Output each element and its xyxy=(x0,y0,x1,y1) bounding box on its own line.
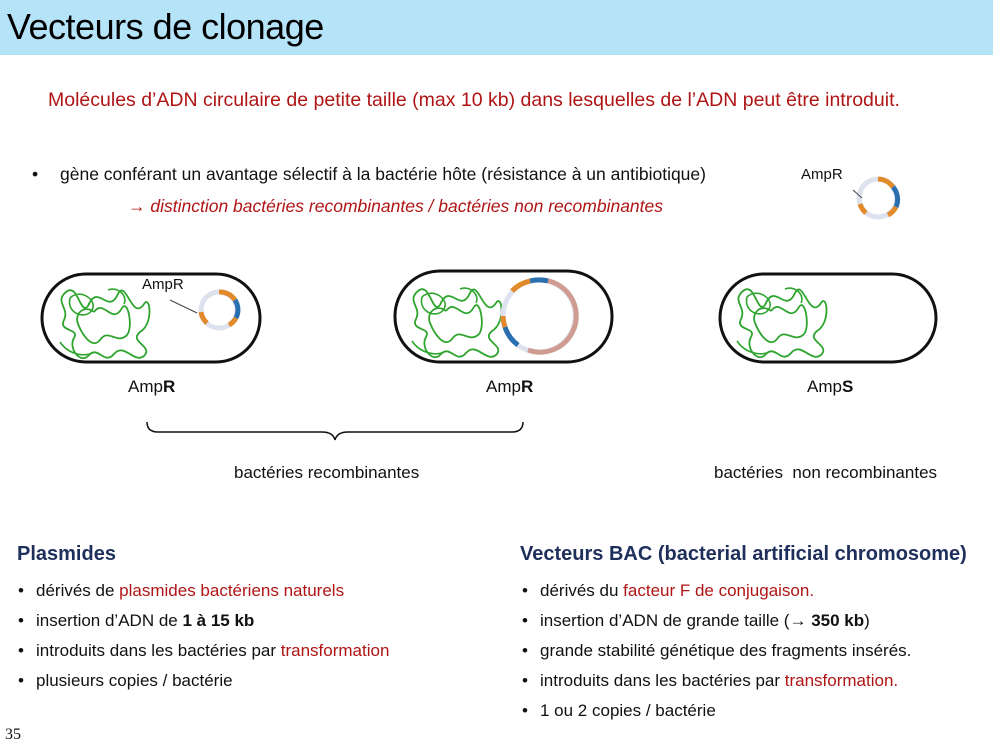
selection-text: gène conférant un avantage sélectif à la… xyxy=(60,164,706,184)
cell-1-plasmid-label: AmpR xyxy=(142,276,184,293)
selection-consequence: → distinction bactéries recombinantes / … xyxy=(128,196,663,216)
definition-text: Molécules d’ADN circulaire de petite tai… xyxy=(48,89,900,111)
reference-plasmid xyxy=(852,176,901,220)
phenotype-label-2: AmpR xyxy=(486,377,534,396)
title-bar: Vecteurs de clonage xyxy=(0,0,993,55)
phenotype-label-1: AmpR xyxy=(128,377,176,396)
plasmides-heading: Plasmides xyxy=(17,543,116,565)
bacterium-cell-3 xyxy=(718,272,938,364)
list-item: • insertion d’ADN de grande taille (→ 350… xyxy=(522,611,870,630)
list-item: • introduits dans les bactéries par trans… xyxy=(18,641,390,660)
bacterium-cell-1 xyxy=(40,272,262,364)
list-item: • plusieurs copies / bactérie xyxy=(18,671,233,690)
reference-plasmid-label: AmpR xyxy=(801,166,843,183)
list-item: • dérivés du facteur F de conjugaison. xyxy=(522,581,815,600)
page-title: Vecteurs de clonage xyxy=(7,6,324,47)
page-number: 35 xyxy=(5,726,21,743)
bacterium-cell-2 xyxy=(393,269,614,364)
bac-list: • dérivés du facteur F de conjugaison. • i… xyxy=(522,581,911,727)
bullet-marker: • xyxy=(32,164,39,184)
list-item: • grande stabilité génétique des fragment… xyxy=(522,641,912,660)
selection-bullet: • gène conférant un avantage sélectif à l… xyxy=(32,164,706,185)
phenotype-label-3: AmpS xyxy=(807,377,854,396)
list-item: • 1 ou 2 copies / bactérie xyxy=(522,701,716,720)
non-recombinant-group-label: bactéries non recombinantes xyxy=(714,463,938,482)
plasmid-ampr xyxy=(198,289,241,331)
bac-heading: Vecteurs BAC (bacterial artificial chrom… xyxy=(520,543,967,565)
list-item: • insertion d’ADN de 1 à 15 kb xyxy=(18,611,255,630)
list-item: • dérivés de plasmides bactériens naturel… xyxy=(18,581,345,600)
grouping-brace xyxy=(146,421,524,441)
plasmides-list: • dérivés de plasmides bactériens naturel… xyxy=(18,581,389,701)
list-item: • introduits dans les bactéries par trans… xyxy=(522,671,899,690)
recombinant-group-label: bactéries recombinantes xyxy=(234,463,420,482)
recombinant-plasmid xyxy=(500,277,579,355)
